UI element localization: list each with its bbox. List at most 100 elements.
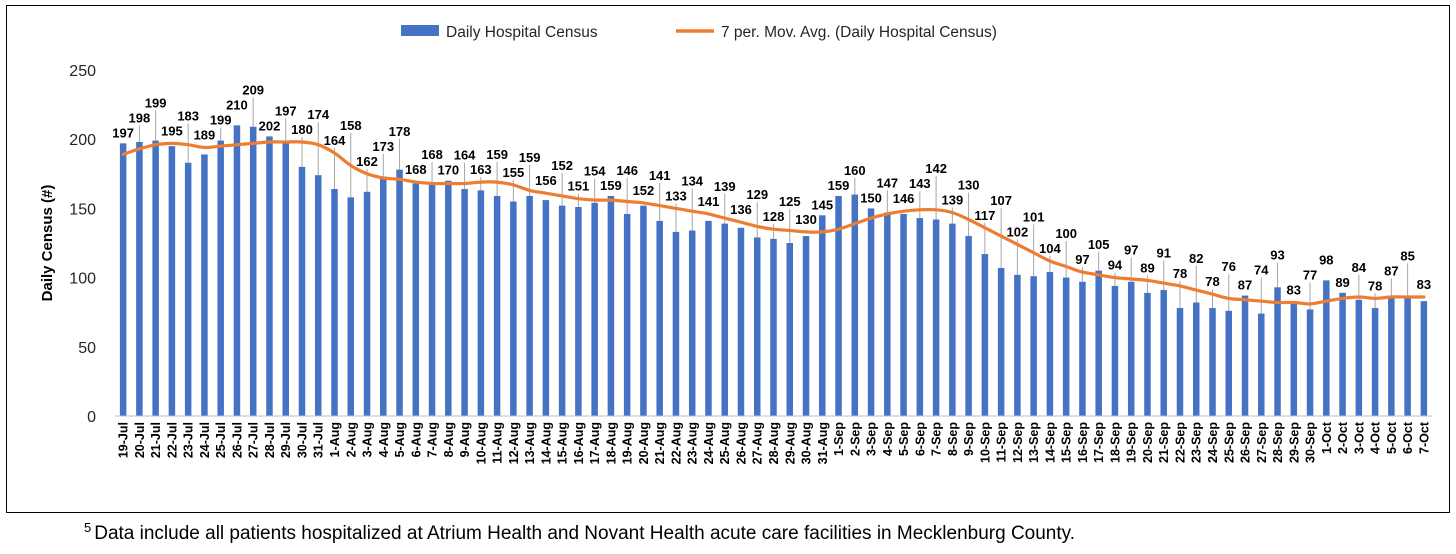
data-label-5-Oct: 87 bbox=[1384, 263, 1398, 278]
data-label-4-Aug: 173 bbox=[372, 139, 394, 154]
x-tick-18-Aug: 18-Aug bbox=[604, 422, 618, 464]
data-label-21-Sep: 91 bbox=[1156, 245, 1170, 260]
x-tick-20-Jul: 20-Jul bbox=[133, 422, 147, 458]
bar-20-Aug bbox=[640, 205, 647, 416]
x-tick-6-Aug: 6-Aug bbox=[409, 422, 423, 457]
x-tick-27-Aug: 27-Aug bbox=[751, 422, 765, 464]
bar-17-Sep bbox=[1095, 270, 1102, 416]
bar-5-Aug bbox=[396, 169, 403, 416]
data-label-21-Aug: 141 bbox=[649, 168, 671, 183]
x-tick-23-Jul: 23-Jul bbox=[182, 422, 196, 458]
data-label-12-Sep: 102 bbox=[1007, 224, 1029, 239]
x-tick-13-Sep: 13-Sep bbox=[1027, 422, 1041, 463]
bar-27-Jul bbox=[249, 126, 257, 416]
x-tick-23-Sep: 23-Sep bbox=[1190, 422, 1204, 463]
x-tick-26-Sep: 26-Sep bbox=[1239, 422, 1253, 463]
data-label-27-Jul: 209 bbox=[242, 83, 264, 98]
data-label-4-Oct: 78 bbox=[1368, 278, 1382, 293]
bar-2-Sep bbox=[851, 194, 859, 416]
bar-26-Aug bbox=[737, 227, 745, 416]
x-tick-7-Oct: 7-Oct bbox=[1417, 421, 1431, 454]
x-tick-1-Oct: 1-Oct bbox=[1320, 421, 1334, 454]
data-label-9-Aug: 164 bbox=[454, 148, 476, 163]
bar-6-Sep bbox=[916, 218, 924, 416]
data-label-30-Aug: 130 bbox=[795, 212, 817, 227]
bar-11-Aug bbox=[493, 195, 501, 416]
bar-10-Sep bbox=[981, 254, 989, 416]
data-label-16-Sep: 97 bbox=[1075, 252, 1089, 267]
data-label-7-Aug: 168 bbox=[421, 147, 443, 162]
y-tick-label: 200 bbox=[69, 132, 96, 149]
bar-2-Aug bbox=[347, 197, 355, 416]
y-axis-ticks: 0 50 100 150 200 250 bbox=[69, 63, 96, 426]
data-label-26-Sep: 87 bbox=[1238, 278, 1252, 293]
x-tick-7-Aug: 7-Aug bbox=[426, 422, 440, 457]
x-tick-26-Aug: 26-Aug bbox=[735, 422, 749, 464]
bar-1-Oct bbox=[1323, 280, 1330, 416]
x-tick-3-Oct: 3-Oct bbox=[1352, 421, 1366, 454]
bar-20-Sep bbox=[1144, 292, 1151, 416]
legend-bar-swatch bbox=[401, 25, 439, 36]
data-label-1-Aug: 164 bbox=[324, 133, 346, 148]
bar-26-Jul bbox=[233, 125, 241, 417]
x-tick-24-Aug: 24-Aug bbox=[702, 422, 716, 464]
bar-30-Sep bbox=[1306, 309, 1314, 416]
bar-3-Oct bbox=[1355, 299, 1363, 416]
data-label-9-Sep: 130 bbox=[958, 178, 980, 193]
data-label-20-Aug: 152 bbox=[633, 183, 655, 198]
bar-28-Jul bbox=[266, 136, 273, 416]
data-label-6-Oct: 85 bbox=[1400, 248, 1414, 263]
x-tick-17-Aug: 17-Aug bbox=[588, 422, 602, 464]
x-tick-11-Aug: 11-Aug bbox=[491, 422, 505, 464]
bar-23-Jul bbox=[184, 162, 192, 416]
y-tick-label: 250 bbox=[69, 63, 96, 80]
data-label-4-Sep: 147 bbox=[876, 175, 898, 190]
data-label-31-Jul: 174 bbox=[307, 107, 329, 122]
bar-8-Sep bbox=[949, 223, 956, 416]
bar-14-Aug bbox=[542, 200, 550, 416]
x-tick-16-Aug: 16-Aug bbox=[572, 422, 586, 464]
bar-6-Oct bbox=[1404, 298, 1411, 416]
x-tick-29-Sep: 29-Sep bbox=[1287, 422, 1301, 463]
x-tick-14-Sep: 14-Sep bbox=[1043, 422, 1057, 463]
y-tick-label: 50 bbox=[78, 340, 96, 357]
bar-1-Sep bbox=[835, 195, 842, 416]
bar-28-Sep bbox=[1274, 287, 1281, 416]
bar-28-Aug bbox=[770, 238, 777, 416]
bar-18-Aug bbox=[607, 195, 615, 416]
bar-29-Aug bbox=[786, 243, 794, 416]
data-label-15-Aug: 152 bbox=[551, 158, 573, 173]
x-tick-2-Sep: 2-Sep bbox=[848, 422, 862, 456]
data-label-14-Sep: 104 bbox=[1039, 241, 1061, 256]
bar-19-Sep bbox=[1127, 281, 1135, 416]
x-tick-30-Jul: 30-Jul bbox=[296, 422, 310, 458]
data-label-17-Aug: 154 bbox=[584, 164, 606, 179]
x-tick-6-Sep: 6-Sep bbox=[913, 422, 927, 456]
data-label-13-Sep: 101 bbox=[1023, 209, 1045, 224]
x-tick-31-Jul: 31-Jul bbox=[312, 422, 326, 458]
data-label-23-Sep: 82 bbox=[1189, 251, 1203, 266]
bar-26-Sep bbox=[1241, 295, 1249, 416]
bar-13-Sep bbox=[1030, 276, 1037, 416]
bar-11-Sep bbox=[997, 267, 1005, 416]
bar-23-Sep bbox=[1192, 302, 1200, 416]
x-tick-4-Oct: 4-Oct bbox=[1369, 421, 1383, 454]
data-label-16-Aug: 151 bbox=[568, 179, 590, 194]
bar-30-Aug bbox=[802, 236, 810, 416]
bar-31-Aug bbox=[819, 215, 826, 416]
bar-21-Sep bbox=[1160, 290, 1167, 416]
x-tick-22-Aug: 22-Aug bbox=[669, 422, 683, 464]
data-label-23-Aug: 134 bbox=[681, 173, 703, 188]
x-tick-3-Aug: 3-Aug bbox=[361, 422, 375, 457]
bar-7-Aug bbox=[428, 183, 436, 416]
bar-19-Aug bbox=[623, 213, 631, 416]
data-label-6-Aug: 168 bbox=[405, 162, 427, 177]
bar-4-Sep bbox=[884, 212, 891, 416]
y-axis-title: Daily Census (#) bbox=[39, 185, 56, 302]
footnote-text: Data include all patients hospitalized a… bbox=[94, 523, 1076, 544]
bar-25-Jul bbox=[217, 140, 224, 417]
x-tick-1-Sep: 1-Sep bbox=[832, 422, 846, 456]
bar-12-Aug bbox=[510, 201, 517, 416]
data-label-29-Sep: 83 bbox=[1287, 283, 1301, 298]
bar-22-Aug bbox=[672, 231, 680, 416]
